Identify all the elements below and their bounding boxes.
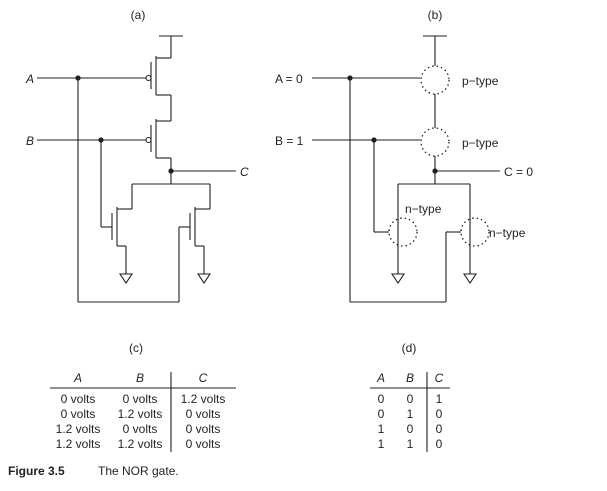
table-c-header-a: A (73, 371, 82, 385)
panel-b-label: (b) (428, 8, 443, 22)
table-d-header-b: B (406, 371, 414, 385)
panel-d-truth-table: (d) A B C 0 0 1 0 1 0 1 0 0 1 1 0 (370, 341, 450, 452)
panel-a-schematic: (a) C (25, 8, 249, 303)
panel-b-p2-label: p−type (462, 136, 499, 150)
n-transistor-right (189, 207, 212, 284)
table-c-cell: 1.2 volts (56, 437, 101, 451)
table-c-cell: 0 volts (123, 392, 158, 406)
p-transistor-bottom (150, 119, 172, 184)
panel-a-input-b-label: B (26, 134, 34, 148)
table-d-cell: 0 (436, 407, 443, 421)
panel-d-label: (d) (402, 341, 417, 355)
panel-a-output-label: C (240, 165, 249, 179)
p-transistor-top (150, 56, 172, 121)
panel-c-label: (c) (129, 341, 143, 355)
table-c-cell: 1.2 volts (181, 392, 226, 406)
table-c-cell: 0 volts (186, 422, 221, 436)
panel-b-input-a-label: A = 0 (275, 72, 303, 86)
table-c-cell: 0 volts (186, 437, 221, 451)
table-d-cell: 0 (378, 392, 385, 406)
panel-b-output-label: C = 0 (504, 165, 533, 179)
table-d-cell: 1 (436, 392, 443, 406)
figure-caption: The NOR gate. (98, 464, 179, 478)
table-c-cell: 1.2 volts (118, 407, 163, 421)
table-d-cell: 0 (407, 422, 414, 436)
p-transistor-top-ghost (420, 65, 450, 95)
table-d-header-a: A (376, 371, 385, 385)
panel-a-label: (a) (131, 8, 146, 22)
table-c-cell: 0 volts (123, 422, 158, 436)
figure-number: Figure 3.5 (8, 464, 65, 478)
table-d-cell: 0 (407, 392, 414, 406)
table-d-header-c: C (435, 371, 444, 385)
table-c-cell: 0 volts (186, 407, 221, 421)
panel-b-n2-label: n−type (489, 226, 526, 240)
table-d-cell: 0 (378, 407, 385, 421)
panel-b-n1-label: n−type (405, 202, 442, 216)
panel-b-input-b-label: B = 1 (275, 134, 304, 148)
table-d-cell: 1 (407, 437, 414, 451)
n-transistor-left (111, 207, 134, 284)
n-transistor-right-ghost (460, 217, 490, 247)
table-c-cell: 1.2 volts (118, 437, 163, 451)
panel-b-switch-view: (b) p−type p−type C = 0 n−type n−type A … (275, 8, 533, 303)
panel-a-input-a-label: A (25, 72, 34, 86)
table-d-cell: 0 (436, 422, 443, 436)
table-c-header-b: B (136, 371, 144, 385)
table-c-cell: 0 volts (61, 407, 96, 421)
table-d-cell: 1 (378, 422, 385, 436)
panel-b-p1-label: p−type (462, 74, 499, 88)
panel-c-voltage-table: (c) A B C 0 volts 0 volts 1.2 volts 0 vo… (50, 341, 236, 452)
table-c-cell: 0 volts (61, 392, 96, 406)
table-c-header-c: C (199, 371, 208, 385)
table-c-cell: 1.2 volts (56, 422, 101, 436)
p-transistor-bottom-ghost (420, 127, 450, 157)
n-transistor-left-ghost (388, 217, 418, 247)
table-d-cell: 1 (378, 437, 385, 451)
table-d-cell: 0 (436, 437, 443, 451)
table-d-cell: 1 (407, 407, 414, 421)
